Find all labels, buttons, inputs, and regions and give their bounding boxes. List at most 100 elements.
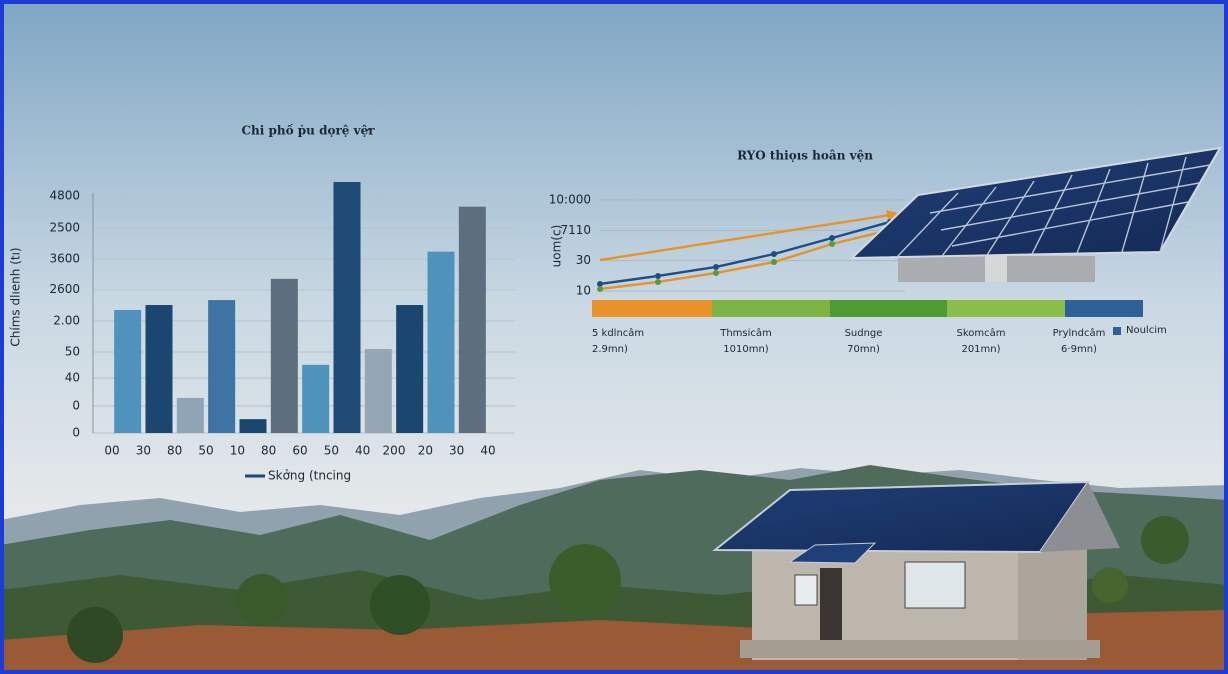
y-tick-label: 3600	[49, 252, 80, 266]
band-bar	[712, 300, 830, 317]
tree	[1092, 567, 1128, 603]
band-title: Skomcâm	[956, 328, 1006, 339]
y-tick-label: 0	[72, 398, 80, 412]
band-sublabel: 1010mn)	[723, 344, 769, 355]
band-bar	[830, 300, 947, 317]
band-label: Skomcâm 201mn)	[922, 326, 1040, 358]
band-bar	[947, 300, 1065, 317]
y-tick-label: 50	[65, 344, 80, 358]
band: Prylndcâm 6·9mn)	[1053, 300, 1143, 358]
y-tick-label: 2500	[49, 220, 80, 234]
roof-gable	[1040, 482, 1120, 552]
band: 5 kdlncâm 2.9mn)	[592, 300, 712, 358]
bar	[239, 419, 267, 433]
bar	[427, 251, 455, 433]
point	[597, 285, 603, 292]
bar	[145, 305, 173, 433]
point	[597, 280, 603, 287]
band-sublabel: 70mn)	[847, 344, 880, 355]
x-tick-label: 30	[136, 444, 151, 458]
bar	[270, 278, 298, 433]
band-title: 5 kdlncâm	[592, 328, 645, 339]
band-bar	[592, 300, 712, 317]
x-tick-label: 80	[167, 444, 182, 458]
point	[829, 234, 835, 241]
y-tick-label: 7110	[560, 223, 591, 237]
x-tick-label: 60	[292, 444, 307, 458]
roi-chart: RYO thiọıs hoân vện uom(c) 10:000 7110 30 1…	[549, 149, 905, 298]
band-label: Sudnge 70mn)	[805, 326, 922, 358]
band-sublabel: 2.9mn)	[592, 344, 628, 355]
point	[713, 269, 719, 276]
tree	[1141, 516, 1189, 564]
y-tick-label: 2600	[49, 282, 80, 296]
window	[794, 574, 818, 606]
band-title: Sudnge	[844, 328, 883, 339]
point	[655, 278, 661, 285]
point	[771, 251, 777, 258]
y-tick-label: 10:000	[549, 193, 591, 207]
y-tick-label: 0	[72, 426, 80, 440]
arrow-head	[886, 210, 900, 221]
band: Skomcâm 201mn)	[947, 300, 1065, 358]
band: Sudnge 70mn)	[830, 300, 947, 358]
band-title: Thmsicâm	[720, 328, 772, 339]
x-tick-label: 50	[198, 444, 213, 458]
x-tick-label: 50	[324, 444, 339, 458]
chart-title: Chi phố ṗu dọrệ vệ̛r	[241, 123, 375, 138]
cost-chart: Chi phố ṗu dọrệ vệ̛r Chíms dlıenh (tı) 4…	[9, 123, 515, 483]
series-line	[599, 213, 891, 262]
band-bar	[1065, 300, 1143, 317]
solar-array	[849, 146, 1222, 282]
chart-title: RYO thiọıs hoân vện	[737, 149, 873, 163]
bar	[458, 206, 486, 433]
x-tick-label: 20	[418, 444, 433, 458]
y-axis-label: Chíms dlıenh (tı)	[9, 247, 23, 346]
x-tick-label: 40	[355, 444, 370, 458]
bar	[302, 364, 330, 433]
band-sublabel: 6·9mn)	[1061, 344, 1097, 355]
door	[820, 568, 842, 643]
bar	[176, 397, 204, 433]
porch-panel	[788, 542, 877, 564]
house	[712, 480, 1120, 660]
band-label: 5 kdlncâm 2.9mn)	[592, 326, 712, 358]
tree	[370, 575, 430, 635]
y-tick-label: 30	[576, 253, 591, 267]
y-tick-label: 4800	[49, 188, 80, 202]
band-legend: Noulcim	[1113, 325, 1167, 336]
panel-grid	[896, 156, 1211, 258]
x-tick-label: 200	[383, 444, 406, 458]
x-tick-label: 30	[449, 444, 464, 458]
band-title: Prylndcâm	[1052, 328, 1106, 339]
legend-text: Skởng (tncing	[268, 469, 351, 483]
array-post	[985, 256, 1007, 282]
foundation	[740, 640, 1100, 658]
point	[771, 259, 777, 266]
band-label: Thmsicâm 1010mn)	[687, 326, 805, 358]
point	[655, 272, 661, 279]
tree	[236, 574, 288, 626]
tree	[549, 544, 621, 616]
band-label: Prylndcâm 6·9mn)	[1040, 326, 1118, 358]
series-line	[599, 228, 891, 291]
band-sublabel: 201mn)	[961, 344, 1001, 355]
point	[713, 263, 719, 270]
y-tick-label: 10	[576, 284, 591, 298]
bar	[114, 309, 142, 433]
x-tick-label: 00	[104, 444, 119, 458]
tree	[67, 607, 123, 663]
point	[829, 240, 835, 247]
legend-text: Noulcim	[1126, 325, 1167, 336]
trees	[67, 516, 1189, 663]
y-tick-label: 40	[65, 371, 80, 385]
x-tick-label: 80	[261, 444, 276, 458]
x-tick-label: 40	[480, 444, 495, 458]
series-line	[599, 220, 891, 286]
bar	[364, 349, 392, 433]
band: Thmsicâm 1010mn)	[712, 300, 830, 358]
y-axis-label: uom(c)	[550, 225, 564, 268]
x-tick-label: 10	[230, 444, 245, 458]
